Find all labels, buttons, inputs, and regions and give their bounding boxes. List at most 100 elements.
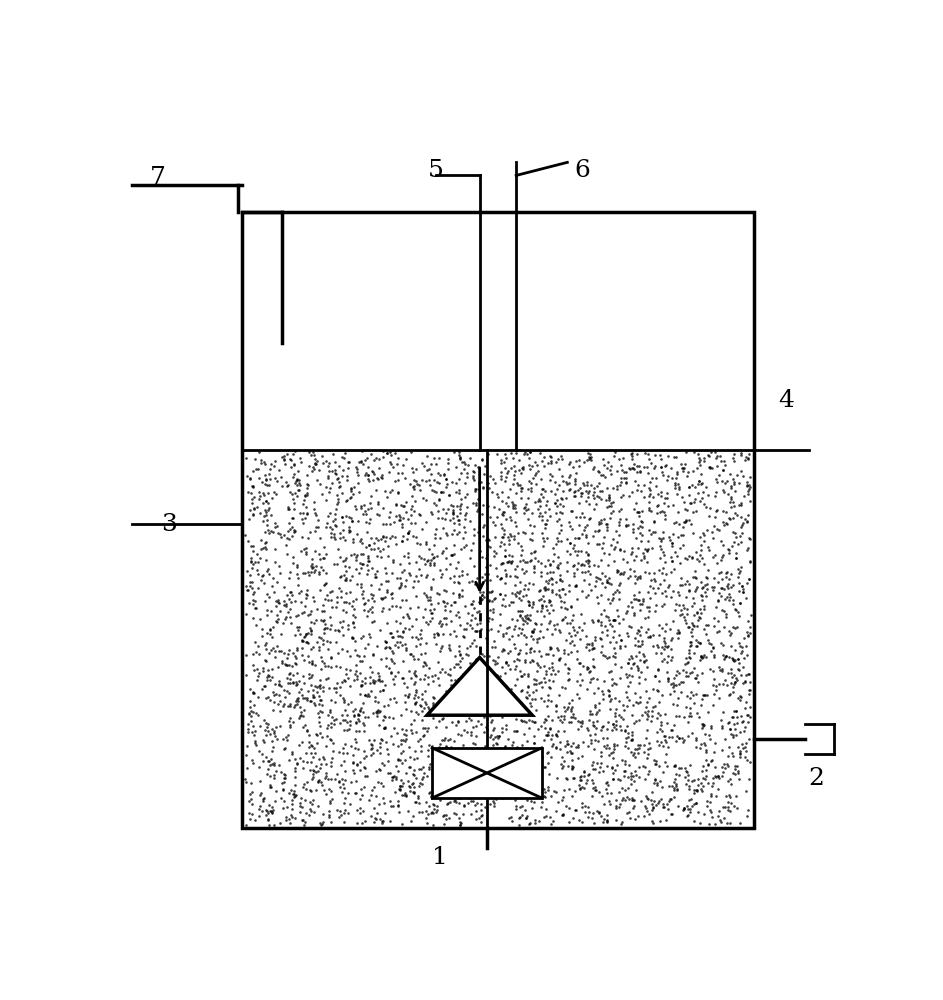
Point: [468, 481, 483, 497]
Point: [666, 449, 681, 465]
Point: [681, 781, 696, 797]
Point: [534, 512, 549, 528]
Point: [372, 735, 388, 751]
Point: [319, 786, 334, 802]
Point: [723, 721, 738, 737]
Point: [543, 816, 558, 832]
Point: [715, 663, 730, 679]
Point: [290, 622, 306, 638]
Point: [516, 769, 531, 785]
Point: [364, 787, 379, 803]
Point: [706, 579, 721, 595]
Point: [294, 583, 309, 599]
Point: [645, 681, 660, 697]
Point: [556, 753, 571, 769]
Point: [739, 808, 754, 824]
Point: [247, 735, 262, 751]
Point: [735, 578, 750, 594]
Point: [666, 583, 681, 599]
Point: [355, 803, 370, 819]
Point: [313, 630, 328, 646]
Point: [726, 709, 741, 725]
Point: [323, 592, 339, 608]
Point: [366, 464, 381, 480]
Point: [574, 814, 589, 830]
Point: [715, 514, 730, 530]
Point: [291, 585, 306, 601]
Point: [605, 744, 620, 760]
Point: [331, 809, 346, 825]
Point: [308, 507, 323, 523]
Point: [585, 635, 600, 651]
Point: [295, 515, 310, 531]
Point: [244, 724, 259, 740]
Point: [650, 724, 665, 740]
Point: [287, 524, 302, 540]
Point: [630, 446, 645, 462]
Point: [306, 494, 322, 510]
Point: [406, 690, 422, 706]
Point: [416, 609, 431, 625]
Point: [509, 777, 524, 793]
Point: [261, 525, 276, 541]
Point: [542, 721, 557, 737]
Point: [620, 655, 636, 671]
Point: [426, 626, 441, 642]
Point: [355, 677, 370, 693]
Point: [438, 471, 454, 487]
Point: [296, 812, 311, 828]
Point: [714, 580, 729, 596]
Point: [573, 772, 588, 788]
Point: [259, 719, 274, 735]
Point: [689, 551, 704, 567]
Point: [683, 700, 698, 716]
Point: [699, 617, 714, 633]
Point: [620, 655, 636, 671]
Point: [338, 445, 353, 461]
Point: [523, 793, 538, 809]
Point: [487, 499, 502, 515]
Point: [626, 591, 641, 607]
Point: [333, 569, 348, 585]
Point: [722, 721, 737, 737]
Point: [478, 630, 493, 646]
Point: [428, 804, 443, 820]
Point: [648, 573, 663, 589]
Point: [285, 674, 300, 690]
Point: [663, 686, 678, 702]
Point: [438, 664, 453, 680]
Point: [420, 552, 435, 568]
Point: [725, 619, 740, 635]
Point: [518, 613, 533, 629]
Point: [282, 752, 297, 768]
Point: [468, 576, 483, 592]
Point: [734, 645, 749, 661]
Point: [587, 718, 602, 734]
Point: [719, 564, 734, 580]
Point: [513, 490, 528, 506]
Point: [633, 464, 648, 480]
Point: [308, 758, 323, 774]
Point: [574, 564, 589, 580]
Point: [731, 604, 746, 620]
Point: [330, 471, 345, 487]
Point: [427, 745, 442, 761]
Point: [245, 479, 260, 495]
Point: [342, 713, 357, 729]
Point: [267, 541, 282, 557]
Point: [327, 771, 342, 787]
Point: [552, 589, 567, 605]
Point: [616, 487, 631, 503]
Point: [384, 798, 399, 814]
Point: [734, 495, 749, 511]
Point: [730, 651, 745, 667]
Point: [262, 777, 277, 793]
Point: [623, 771, 638, 787]
Point: [359, 768, 374, 784]
Point: [473, 776, 488, 792]
Point: [688, 686, 703, 702]
Point: [565, 521, 580, 537]
Point: [732, 635, 747, 651]
Point: [465, 573, 480, 589]
Point: [512, 773, 527, 789]
